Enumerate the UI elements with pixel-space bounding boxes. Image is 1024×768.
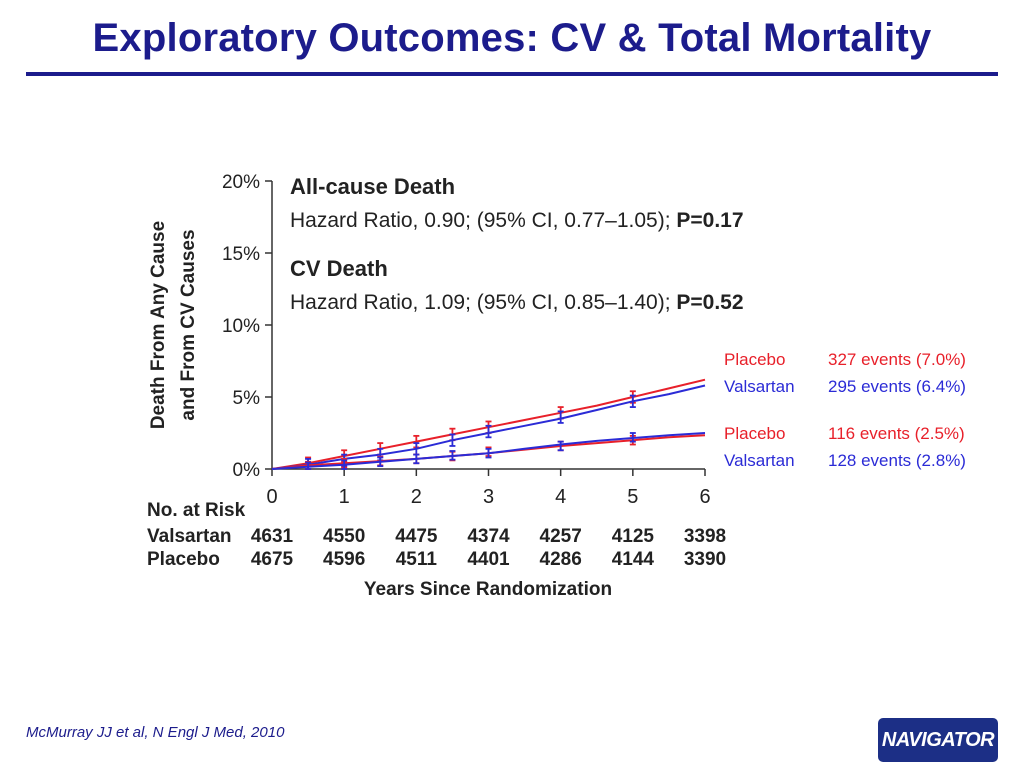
risk-table-cell: 4550: [323, 526, 365, 547]
risk-table-cell: 4511: [396, 549, 438, 570]
risk-table-cell: 4125: [612, 526, 655, 547]
x-tick-label: 5: [627, 486, 638, 508]
risk-table-row-label: Valsartan: [147, 526, 232, 547]
x-tick-label: 0: [266, 486, 277, 508]
y-axis-label: Death From Any Cause: [148, 221, 169, 429]
citation: McMurray JJ et al, N Engl J Med, 2010: [26, 724, 285, 741]
risk-table-cell: 4475: [395, 526, 438, 547]
y-axis-label: and From CV Causes: [178, 229, 199, 420]
risk-table-cell: 4675: [251, 549, 294, 570]
risk-table-cell: 3390: [684, 549, 726, 570]
risk-table-cell: 4631: [251, 526, 294, 547]
legend-label: Placebo: [724, 424, 786, 443]
risk-table-cell: 3398: [684, 526, 726, 547]
x-tick-label: 2: [411, 486, 422, 508]
p-value: P=0.52: [676, 291, 743, 314]
risk-table-cell: 4257: [540, 526, 582, 547]
annotation-heading: CV Death: [290, 256, 388, 281]
y-tick-label: 15%: [222, 244, 260, 265]
x-axis-label: Years Since Randomization: [364, 579, 612, 600]
x-tick-label: 6: [699, 486, 710, 508]
legend-events: 327 events (7.0%): [828, 350, 966, 369]
title-underline: [26, 72, 998, 76]
y-tick-label: 5%: [233, 388, 261, 409]
annotation-text: Hazard Ratio, 0.90; (95% CI, 0.77–1.05);…: [290, 209, 744, 232]
legend-events: 295 events (6.4%): [828, 377, 966, 396]
risk-table-row-label: Placebo: [147, 549, 220, 570]
legend-events: 128 events (2.8%): [828, 451, 966, 470]
x-tick-label: 3: [483, 486, 494, 508]
risk-table-cell: 4286: [540, 549, 582, 570]
legend-label: Valsartan: [724, 451, 795, 470]
annotation-text: Hazard Ratio, 1.09; (95% CI, 0.85–1.40);…: [290, 291, 744, 314]
annotation-heading: All-cause Death: [290, 174, 455, 199]
risk-table-cell: 4374: [467, 526, 510, 547]
navigator-logo: NAVIGATOR: [878, 718, 998, 762]
hazard-ratio-text: Hazard Ratio, 1.09; (95% CI, 0.85–1.40);: [290, 291, 676, 314]
p-value: P=0.17: [676, 209, 743, 232]
x-tick-label: 1: [339, 486, 350, 508]
y-tick-label: 0%: [233, 460, 261, 481]
y-tick-label: 20%: [222, 172, 260, 193]
x-tick-label: 4: [555, 486, 566, 508]
risk-table-title: No. at Risk: [147, 500, 246, 521]
risk-table-cell: 4596: [323, 549, 365, 570]
risk-table-cell: 4144: [612, 549, 655, 570]
slide-title: Exploratory Outcomes: CV & Total Mortali…: [92, 16, 932, 60]
hazard-ratio-text: Hazard Ratio, 0.90; (95% CI, 0.77–1.05);: [290, 209, 676, 232]
y-tick-label: 10%: [222, 316, 260, 337]
legend-label: Placebo: [724, 350, 786, 369]
legend-label: Valsartan: [724, 377, 795, 396]
risk-table-cell: 4401: [467, 549, 510, 570]
legend-events: 116 events (2.5%): [828, 424, 965, 443]
